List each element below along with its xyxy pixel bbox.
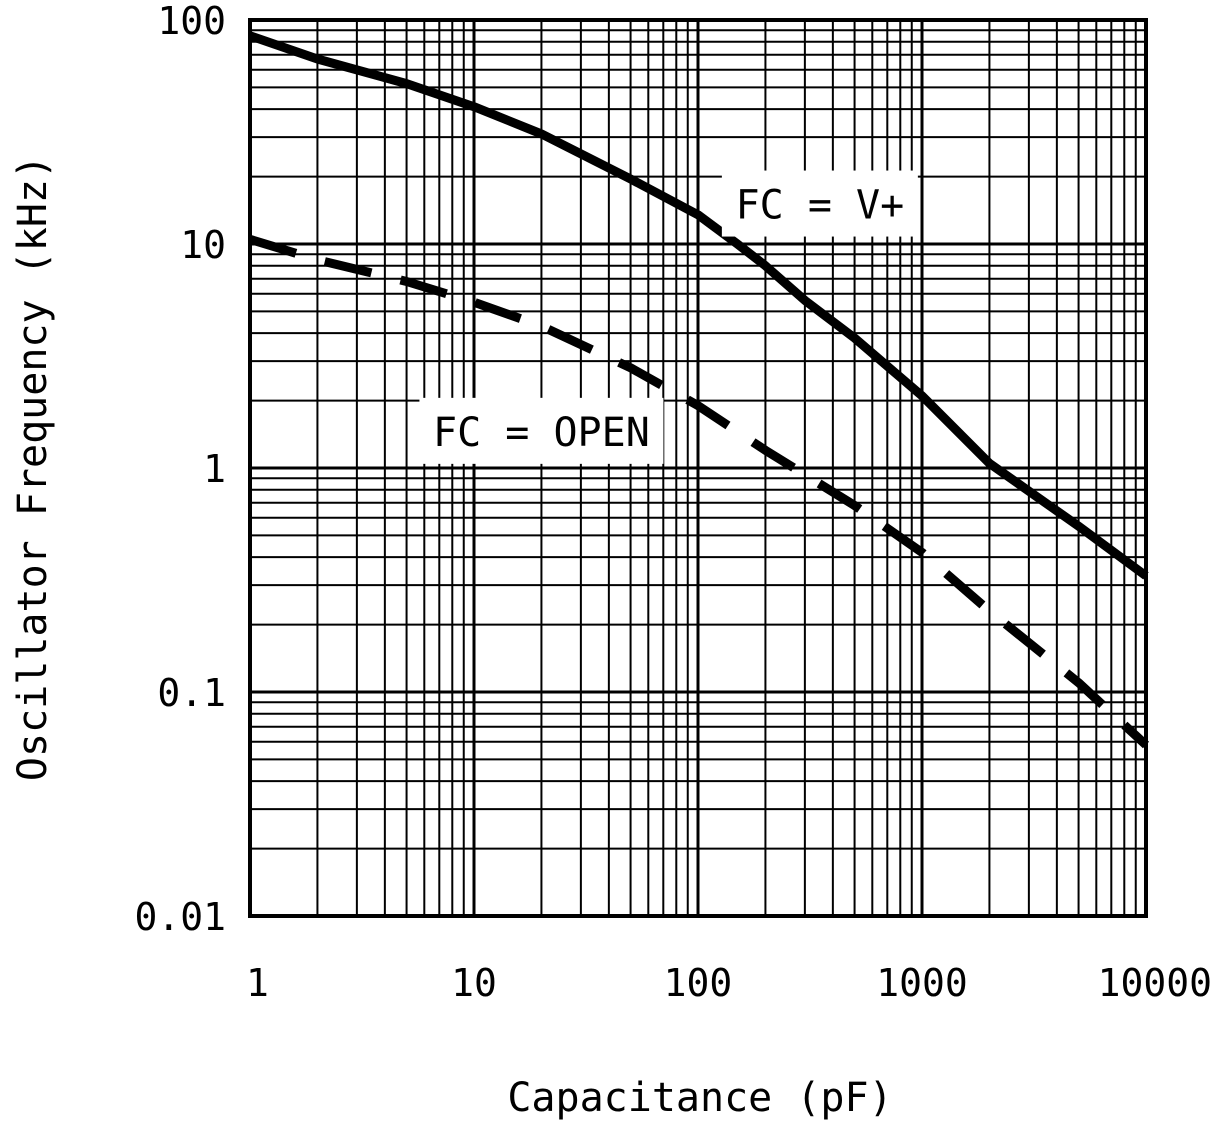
annotation-fc-open: FC = OPEN: [419, 397, 664, 464]
x-tick-labels: 1 10 100 1000 10000: [246, 961, 1212, 1005]
series-line-fc-vplus: [248, 31, 1149, 580]
y-tick-label: 0.1: [157, 671, 226, 715]
y-tick-label: 1: [203, 447, 226, 491]
annotation-background: [419, 397, 664, 464]
grid: [248, 20, 1146, 918]
x-tick-label: 10000: [1098, 961, 1212, 1005]
annotation-fc-vplus: FC = V+: [721, 170, 918, 237]
y-tick-labels: 0.01 0.1 1 10 100: [134, 0, 226, 939]
series-line-fc-open: [248, 234, 1150, 749]
x-tick-label: 1000: [876, 961, 968, 1005]
x-tick-label: 100: [664, 961, 733, 1005]
y-tick-label: 10: [180, 223, 226, 267]
x-tick-label: 1: [246, 961, 269, 1005]
annotation-label: FC = OPEN: [433, 410, 650, 456]
annotation-background: [721, 170, 918, 237]
x-tick-label: 10: [451, 961, 497, 1005]
y-tick-label: 0.01: [134, 895, 226, 939]
x-axis-title: Capacitance (pF): [507, 1075, 892, 1121]
plot-frame: [248, 18, 1148, 918]
series-group: [248, 31, 1150, 749]
y-axis-title: Oscillator Frequency (kHz): [10, 155, 56, 781]
annotations: FC = V+ FC = OPEN: [419, 170, 918, 464]
annotation-label: FC = V+: [736, 183, 905, 229]
y-tick-label: 100: [157, 0, 226, 43]
